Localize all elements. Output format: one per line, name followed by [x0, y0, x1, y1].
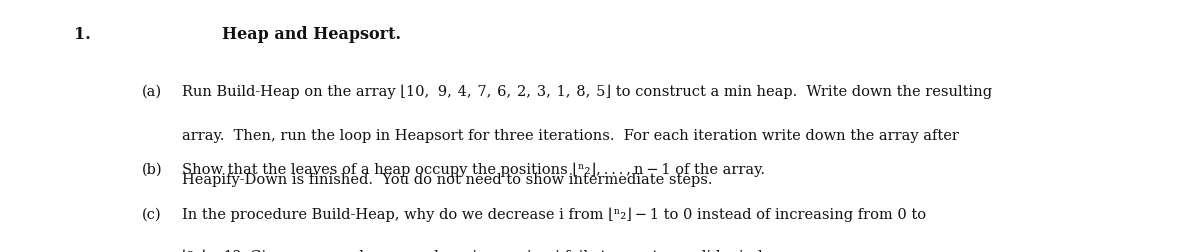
Text: 1.: 1.	[74, 26, 91, 43]
Text: (b): (b)	[142, 163, 162, 177]
Text: array.  Then, run the loop in Heapsort for three iterations.  For each iteration: array. Then, run the loop in Heapsort fo…	[182, 129, 959, 143]
Text: Heapify-Down is finished.  You do not need to show intermediate steps.: Heapify-Down is finished. You do not nee…	[182, 173, 713, 187]
Text: Show that the leaves of a heap occupy the positions ⌊ⁿ₂⌋, . . . , n − 1 of the a: Show that the leaves of a heap occupy th…	[182, 163, 766, 177]
Text: (c): (c)	[142, 208, 161, 222]
Text: Heap and Heapsort.: Heap and Heapsort.	[222, 26, 401, 43]
Text: In the procedure Build-Heap, why do we decrease i from ⌊ⁿ₂⌋ − 1 to 0 instead of : In the procedure Build-Heap, why do we d…	[182, 208, 926, 222]
Text: ⌊ⁿ₂⌋ − 1?  Give an example array where increasing i fails to create a valid min : ⌊ⁿ₂⌋ − 1? Give an example array where in…	[182, 249, 799, 252]
Text: (a): (a)	[142, 84, 162, 99]
Text: Run Build-Heap on the array ⌊10,   9,  4,  7,  6,  2,  3,  1,  8,  5⌋ to constru: Run Build-Heap on the array ⌊10, 9, 4, 7…	[182, 84, 992, 99]
